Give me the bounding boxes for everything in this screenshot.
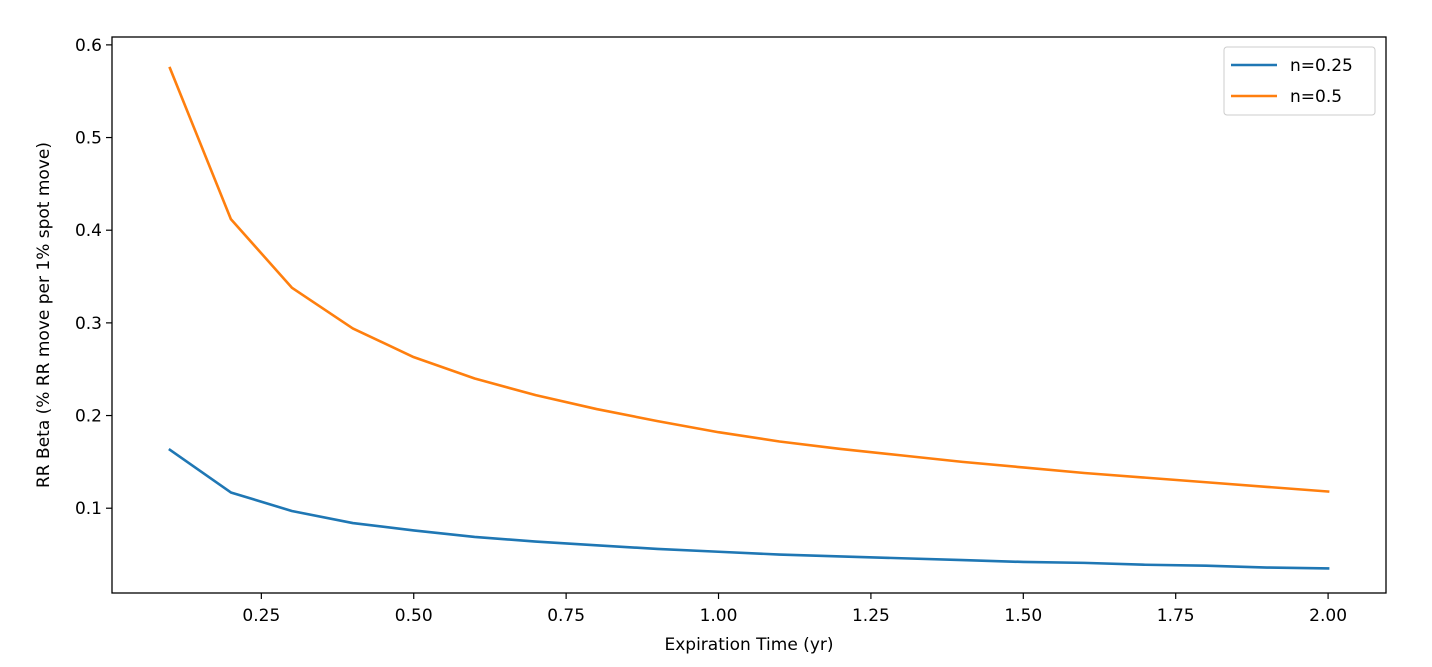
series-layer [168, 66, 1330, 570]
x-tick-label: 1.25 [852, 606, 890, 626]
x-tick-label: 0.25 [242, 606, 280, 626]
x-tick-label: 2.00 [1309, 606, 1347, 626]
x-tick-label: 1.75 [1157, 606, 1195, 626]
x-axis-label: Expiration Time (yr) [664, 635, 833, 655]
x-tick-label: 0.75 [547, 606, 585, 626]
y-tick-label: 0.6 [75, 36, 102, 56]
y-tick-label: 0.1 [75, 499, 102, 519]
x-axis: 0.25 0.50 0.75 1.00 1.25 1.50 1.75 2.00 [242, 593, 1347, 626]
y-axis-label: RR Beta (% RR move per 1% spot move) [34, 142, 54, 488]
legend: n=0.25 n=0.5 [1223, 46, 1376, 116]
y-tick-label: 0.5 [75, 129, 102, 149]
x-tick-label: 0.50 [395, 606, 433, 626]
series-line-n-0-5 [168, 66, 1330, 493]
y-tick-label: 0.3 [75, 314, 102, 334]
plot-frame [111, 36, 1387, 594]
series-line-n-0-25 [168, 448, 1330, 570]
legend-label-n-0-5: n=0.5 [1290, 87, 1342, 107]
x-tick-label: 1.50 [1004, 606, 1042, 626]
y-tick-label: 0.4 [75, 221, 102, 241]
y-tick-label: 0.2 [75, 407, 102, 427]
x-tick-label: 1.00 [700, 606, 738, 626]
y-axis: 0.1 0.2 0.3 0.4 0.5 0.6 [75, 36, 112, 519]
legend-label-n-0-25: n=0.25 [1290, 56, 1353, 76]
